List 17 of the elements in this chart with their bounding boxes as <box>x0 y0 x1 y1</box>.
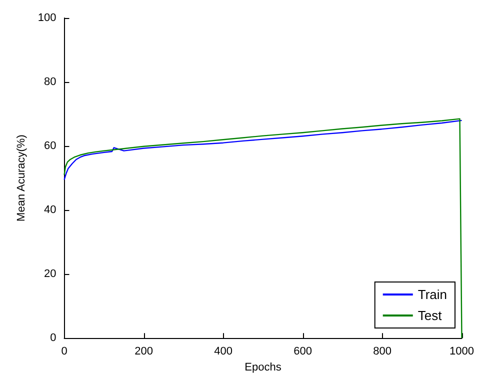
x-tick-label: 1000 <box>450 346 474 358</box>
x-tick-label: 400 <box>214 346 232 358</box>
legend-label: Train <box>418 287 448 302</box>
x-tick-label: 0 <box>61 346 68 358</box>
legend-label: Test <box>418 308 442 323</box>
x-tick-label: 800 <box>373 346 392 358</box>
line-series <box>64 120 462 180</box>
y-tick-label: 60 <box>44 140 56 152</box>
y-tick-label: 80 <box>44 76 56 88</box>
y-tick-label: 40 <box>44 204 56 216</box>
y-tick-label: 20 <box>44 268 56 280</box>
x-axis-title: Epochs <box>244 362 282 374</box>
x-tick-label: 600 <box>294 346 312 358</box>
y-tick-label: 100 <box>38 12 56 24</box>
y-axis-title: Mean Acuracy(%) <box>16 134 28 222</box>
x-tick-label: 200 <box>134 346 153 358</box>
y-tick-label: 0 <box>50 332 56 344</box>
